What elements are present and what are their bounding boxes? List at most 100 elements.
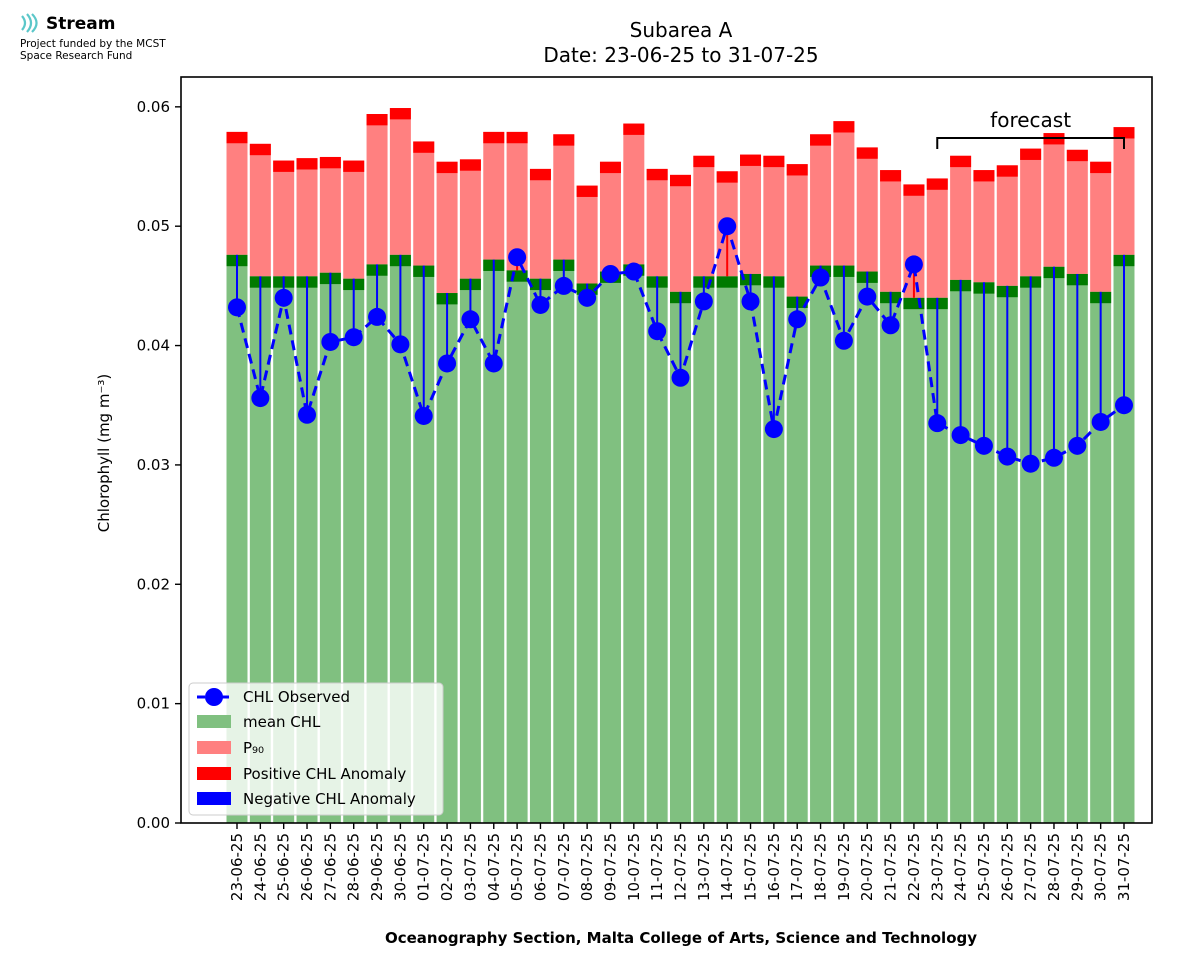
p90-bar — [576, 185, 598, 284]
mean-chl-bar — [833, 265, 855, 823]
legend-label: Positive CHL Anomaly — [243, 765, 406, 783]
chl-observed-point — [834, 331, 853, 350]
mean-chl-bar — [483, 259, 505, 823]
p90-bar — [740, 154, 762, 274]
x-tick-label: 31-07-25 — [1115, 833, 1133, 901]
x-tick-label: 29-06-25 — [368, 833, 386, 901]
p90-bar — [623, 123, 645, 265]
mean-chl-bar — [670, 291, 691, 823]
p90-bar — [1043, 133, 1065, 267]
p90-band — [926, 178, 948, 190]
mean-chl-bar — [693, 276, 715, 824]
p90-band — [413, 141, 435, 153]
p90-bar — [413, 141, 435, 266]
p90-bar — [996, 165, 1018, 286]
p90-bar — [483, 131, 505, 260]
chl-observed-point — [1091, 412, 1110, 431]
chl-observed-point — [624, 262, 643, 281]
p90-band — [996, 165, 1018, 177]
x-tick-label: 18-07-25 — [812, 833, 830, 901]
x-tick-label: 27-06-25 — [321, 833, 339, 901]
p90-band — [716, 171, 738, 183]
p90-bar — [926, 178, 948, 298]
p90-band — [273, 160, 295, 172]
y-tick-label: 0.05 — [137, 217, 170, 235]
p90-band — [973, 170, 995, 182]
p90-bar — [693, 155, 715, 277]
p90-band — [343, 160, 365, 172]
chl-observed-point — [321, 332, 340, 351]
x-tick-label: 05-07-25 — [508, 833, 526, 901]
p90-band — [623, 123, 645, 135]
p90-bar — [1113, 127, 1135, 255]
p90-bar — [599, 161, 621, 272]
x-tick-label: 30-06-25 — [391, 833, 409, 901]
chl-observed-point — [274, 288, 293, 307]
p90-bar — [1066, 149, 1088, 274]
mean-chl-bar — [903, 297, 925, 823]
x-tick-label: 17-07-25 — [788, 833, 806, 901]
mean-chl-bar — [529, 278, 551, 824]
chl-observed-point — [391, 335, 410, 354]
chl-observed-point — [601, 264, 620, 283]
chl-observed-point — [974, 436, 993, 455]
x-tick-label: 30-07-25 — [1092, 833, 1110, 901]
x-tick-label: 15-07-25 — [742, 833, 760, 901]
chart-title: Subarea A — [630, 18, 733, 42]
chl-observed-point — [718, 217, 737, 236]
chl-observed-point — [1068, 436, 1087, 455]
x-tick-label: 06-07-25 — [531, 833, 549, 901]
mean-chl-bar — [646, 276, 668, 824]
chl-observed-point — [928, 414, 947, 433]
p90-band — [483, 131, 505, 144]
p90-bar — [459, 159, 481, 279]
x-tick-label: 20-07-25 — [858, 833, 876, 901]
legend-label: P₉₀ — [243, 739, 264, 757]
chl-observed-point — [414, 406, 433, 425]
logo-subtitle-line2: Space Research Fund — [20, 50, 133, 62]
mean-chl-bar — [576, 283, 598, 823]
y-tick-label: 0.03 — [137, 456, 170, 474]
legend-swatch — [197, 715, 231, 728]
p90-band — [1090, 161, 1112, 174]
chl-observed-point — [951, 426, 970, 445]
mean-chl-bar — [1113, 254, 1135, 823]
p90-band — [576, 185, 598, 197]
p90-band — [366, 114, 388, 126]
mean-chl-bar — [856, 271, 878, 824]
mean-chl-bar — [623, 264, 645, 823]
x-tick-label: 08-07-25 — [578, 833, 596, 901]
p90-bar — [296, 158, 318, 277]
p90-bar — [249, 143, 271, 277]
mean-chl-band — [903, 297, 925, 310]
chl-observed-point — [484, 354, 503, 373]
x-tick-label: 19-07-25 — [835, 833, 853, 901]
p90-bar — [973, 170, 995, 283]
p90-bar — [553, 134, 575, 260]
p90-band — [646, 168, 668, 181]
mean-chl-band — [506, 270, 528, 282]
p90-band — [529, 168, 551, 181]
chl-observed-point — [251, 389, 270, 408]
chl-observed-point — [811, 268, 830, 287]
y-axis-label: Chlorophyll (mg m⁻³) — [95, 374, 113, 533]
chl-observed-point — [344, 328, 363, 347]
x-tick-label: 11-07-25 — [648, 833, 666, 901]
x-tick-label: 23-06-25 — [228, 833, 246, 901]
p90-band — [810, 134, 832, 146]
chl-observed-point — [554, 276, 573, 295]
mean-chl-bar — [1020, 276, 1042, 824]
x-tick-label: 13-07-25 — [695, 833, 713, 901]
x-tick-label: 25-06-25 — [275, 833, 293, 901]
mean-chl-bar — [1066, 273, 1088, 824]
x-tick-label: 28-07-25 — [1045, 833, 1063, 901]
chl-observed-point — [1044, 448, 1063, 467]
p90-band — [763, 155, 785, 168]
logo-subtitle: Project funded by the MCST Space Researc… — [20, 38, 166, 62]
forecast-bracket — [936, 137, 1125, 149]
x-tick-label: 03-07-25 — [461, 833, 479, 901]
chl-observed-point — [694, 292, 713, 311]
y-tick-label: 0.04 — [137, 337, 170, 355]
y-tick-label: 0.02 — [137, 575, 170, 593]
